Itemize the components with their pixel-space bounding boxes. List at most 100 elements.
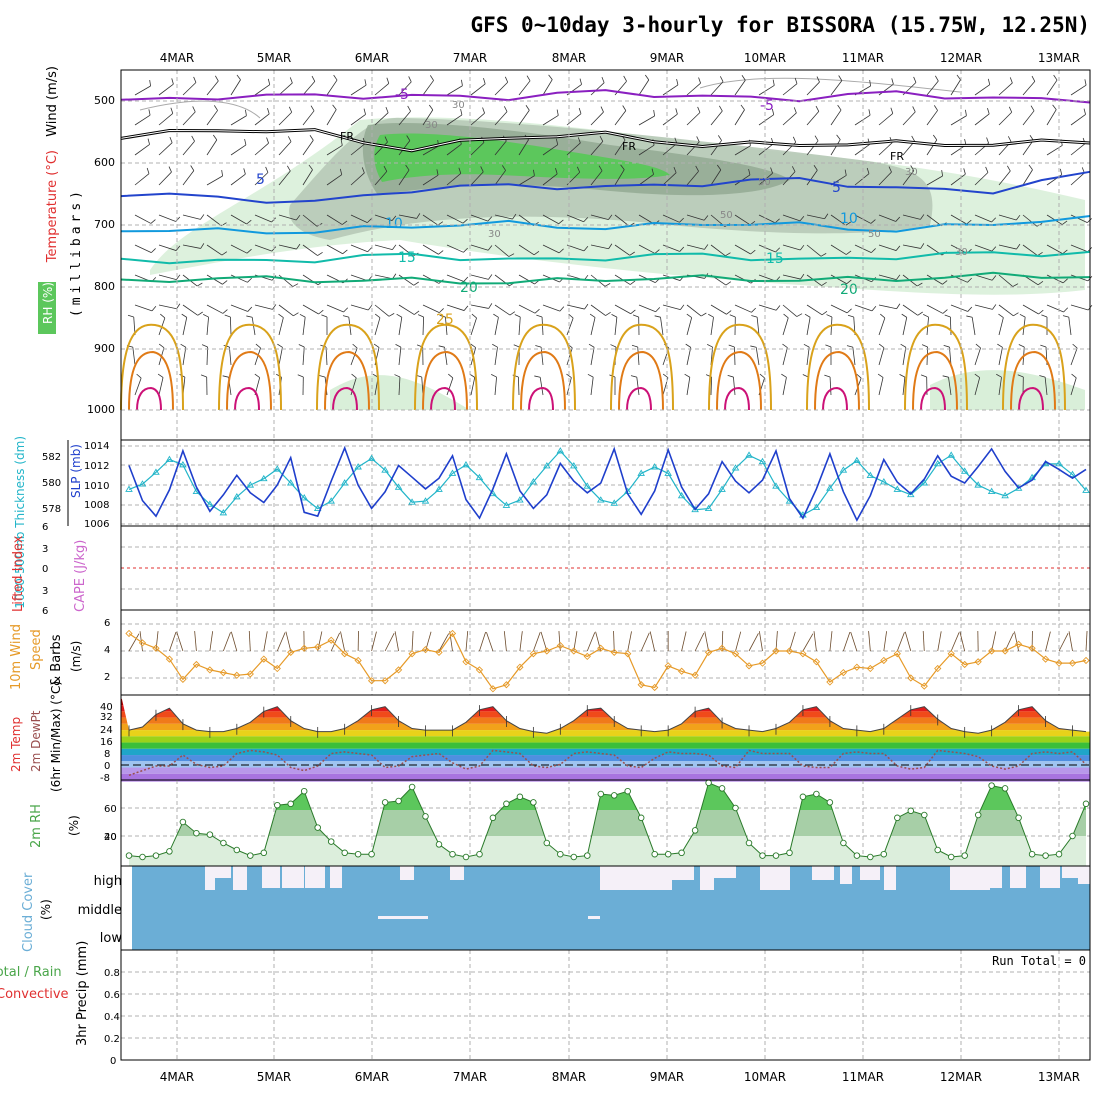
- wind-barb: [998, 304, 1014, 317]
- wind-barb: [1038, 309, 1044, 315]
- rh-label-30: 30: [905, 167, 918, 178]
- wind-barb: [1052, 104, 1057, 110]
- wind-barb: [134, 114, 151, 126]
- wind-barb: [1004, 632, 1014, 652]
- wind-barb: [987, 78, 991, 85]
- wind-barb: [758, 114, 774, 126]
- wind-barb: [482, 107, 485, 114]
- wind-barb: [829, 377, 832, 396]
- wind10m-marker: [1068, 659, 1077, 667]
- precip-axis-label: 3hr Precip (mm): [75, 941, 90, 1046]
- wind-barb: [758, 304, 777, 311]
- wind-barb: [611, 313, 618, 318]
- wind-barb: [494, 140, 507, 156]
- wind-barb: [789, 631, 796, 652]
- wind-barb: [944, 314, 951, 318]
- wind-barb: [1046, 109, 1057, 126]
- wind-barb: [230, 79, 241, 96]
- wind-barb: [806, 317, 811, 336]
- wind-barb: [367, 304, 373, 311]
- wind-barb: [503, 106, 508, 112]
- wind-barb: [494, 304, 511, 316]
- wind-barb: [922, 631, 925, 652]
- wind-barb: [160, 313, 166, 319]
- wind-barb: [350, 347, 358, 366]
- wind10m-marker: [152, 644, 160, 652]
- thickness-marker: [165, 455, 174, 462]
- wind-barb: [680, 304, 685, 310]
- wind-barb: [974, 172, 989, 186]
- wind-barb: [1068, 631, 1073, 652]
- rh2m-marker: [570, 853, 578, 861]
- wind-barb: [806, 170, 818, 186]
- wind-barb: [589, 313, 596, 318]
- cloud-clear-block: [378, 916, 428, 919]
- wind-barb: [236, 74, 241, 80]
- wind-barb: [588, 343, 595, 348]
- wind-barb: [974, 377, 981, 396]
- wind-barb: [200, 374, 207, 378]
- wind-barb: [254, 172, 269, 186]
- thickness-marker: [637, 469, 645, 476]
- wind-barb: [175, 216, 181, 222]
- wind-barb: [950, 115, 967, 126]
- wind-barb: [791, 166, 796, 172]
- wind-barb: [854, 173, 870, 186]
- dewpoint-line: [128, 749, 1087, 777]
- wind-barb: [1022, 140, 1034, 156]
- wind-barb: [950, 304, 968, 312]
- wind10m-marker: [462, 658, 470, 666]
- temp-band: [121, 767, 1090, 774]
- wind-barb: [604, 283, 611, 287]
- wind-barb: [1062, 315, 1069, 318]
- wind10m-marker: [624, 650, 632, 658]
- isotherm-label-fr: FR: [890, 150, 904, 163]
- isotherm-30: [912, 350, 958, 411]
- wind10m-marker: [394, 666, 403, 674]
- wind-barb: [200, 214, 205, 220]
- wind-barb: [494, 317, 499, 336]
- wind-barb: [503, 631, 507, 652]
- wind-barb: [653, 110, 655, 117]
- wind10m-marker: [853, 663, 861, 671]
- wind-barb: [815, 105, 820, 112]
- wind-barb: [1046, 274, 1064, 284]
- wind-barb: [734, 304, 752, 313]
- wind-barb: [487, 245, 493, 251]
- wind-barb: [127, 314, 134, 318]
- rh2m-marker: [1001, 785, 1009, 792]
- wind-barb: [383, 165, 388, 172]
- wind-barb: [802, 633, 814, 652]
- thickness-marker: [866, 471, 875, 478]
- wind-barb: [255, 343, 261, 349]
- wind-barb: [494, 81, 509, 96]
- wind-barb: [1070, 172, 1085, 186]
- cloud-clear-block: [330, 866, 342, 888]
- rh2m-marker: [772, 852, 780, 859]
- isotherm-label-m5: -5: [760, 98, 774, 114]
- wind-barb: [1046, 304, 1064, 313]
- wind-barb: [577, 137, 581, 144]
- wind-barb: [590, 82, 605, 96]
- temp2m-panel: 40 32 24 16 8 0 -8 2m Temp 2m DewPt (6hr…: [9, 681, 1091, 792]
- temp-band: [121, 723, 1090, 731]
- wind-barb: [741, 75, 746, 81]
- lifted-cape-panel: 6 3 0 3 6 Lifted Index CAPE (J/kg): [11, 522, 1091, 617]
- wind-barb: [446, 304, 465, 311]
- wind-barb: [695, 165, 699, 172]
- wind-barb: [781, 373, 787, 378]
- wind-barb: [157, 373, 164, 378]
- wind-barb: [542, 173, 558, 186]
- wind10m-marker: [907, 674, 915, 682]
- isotherm-30: [716, 350, 762, 411]
- wind-barb: [134, 173, 150, 186]
- wind-barb: [926, 80, 939, 96]
- slp-tick: 1010: [84, 481, 109, 492]
- wind-barb: [254, 84, 270, 96]
- wind-barb: [697, 106, 701, 113]
- date-label-bottom: 5MAR: [257, 1070, 292, 1084]
- wind-barb: [821, 281, 827, 286]
- wind-barb: [278, 82, 293, 96]
- wind-barb: [590, 244, 609, 250]
- wind-barb: [782, 83, 798, 96]
